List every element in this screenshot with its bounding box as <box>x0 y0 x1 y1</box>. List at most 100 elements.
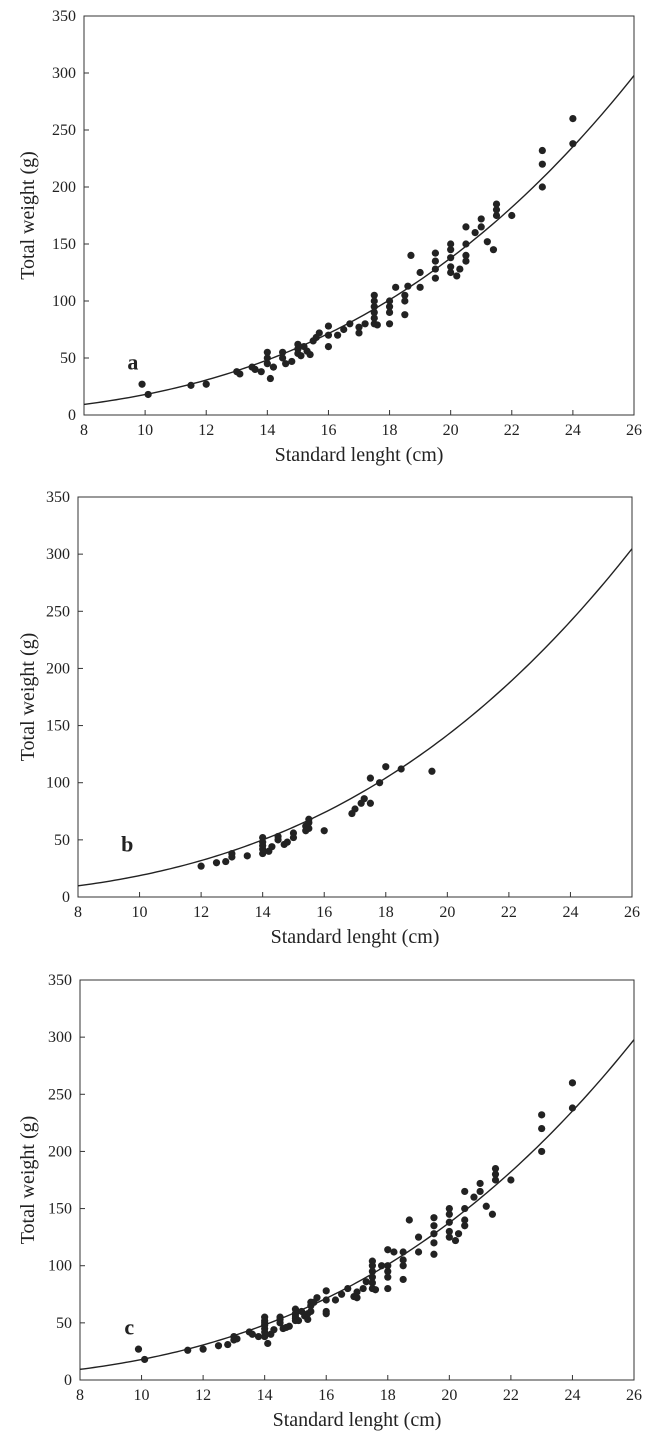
x-tick-label: 18 <box>380 1387 396 1404</box>
data-point <box>322 1296 330 1304</box>
data-point <box>346 320 354 328</box>
panel-c: 8 10 12 14 16 18 20 22 24 26 0 50 100 150 200 250 300 350… <box>17 972 642 1431</box>
data-point <box>355 323 363 331</box>
x-tick-label: 26 <box>626 422 642 439</box>
data-point <box>430 1250 438 1258</box>
data-point <box>279 348 287 356</box>
data-point <box>263 354 271 362</box>
data-point <box>370 297 378 305</box>
data-point <box>266 374 274 383</box>
data-point <box>428 767 436 775</box>
x-tick-label: 24 <box>564 1387 580 1404</box>
data-point <box>214 1342 223 1350</box>
data-point <box>385 308 394 316</box>
x-tick-label: 16 <box>316 904 332 921</box>
data-point <box>361 320 369 328</box>
data-point <box>447 268 455 277</box>
x-tick-label: 12 <box>193 904 209 921</box>
x-tick-label: 18 <box>378 904 394 921</box>
x-tick-label: 10 <box>137 422 153 439</box>
data-point <box>538 1147 546 1156</box>
data-point <box>416 268 424 277</box>
y-tick-label: 350 <box>46 489 70 506</box>
y-tick-label: 250 <box>48 1086 72 1103</box>
data-point <box>285 1322 293 1330</box>
data-point <box>324 331 333 339</box>
data-point <box>431 265 439 273</box>
data-point <box>270 1326 278 1334</box>
y-tick-label: 0 <box>62 889 70 906</box>
data-point <box>471 229 479 237</box>
y-tick-label: 50 <box>56 1315 72 1332</box>
data-point <box>384 1246 392 1254</box>
panel-letter: b <box>121 831 133 856</box>
data-point <box>405 1216 413 1224</box>
data-point <box>445 1204 453 1213</box>
x-tick-label: 26 <box>624 904 640 921</box>
data-point <box>477 215 485 223</box>
data-point <box>384 1262 392 1270</box>
data-point <box>134 1345 143 1353</box>
data-point <box>492 200 501 208</box>
data-point <box>461 1187 469 1196</box>
data-point <box>371 1286 380 1294</box>
data-point <box>334 331 342 339</box>
data-point <box>538 160 546 168</box>
y-tick-label: 200 <box>46 660 70 677</box>
x-tick-label: 26 <box>626 1387 642 1404</box>
data-point <box>370 314 378 322</box>
y-tick-label: 100 <box>46 775 70 792</box>
data-point <box>202 380 210 388</box>
data-point <box>306 350 314 359</box>
data-point <box>289 829 298 837</box>
x-tick-label: 10 <box>134 1387 150 1404</box>
data-point <box>384 1284 392 1293</box>
x-tick-label: 24 <box>565 422 581 439</box>
x-tick-label: 22 <box>503 1387 519 1404</box>
data-point <box>538 1111 546 1119</box>
data-point <box>508 211 516 220</box>
data-point <box>416 283 424 291</box>
data-point <box>414 1233 423 1241</box>
data-point <box>569 115 577 123</box>
data-point <box>491 1176 500 1184</box>
data-point <box>197 862 205 870</box>
y-tick-label: 0 <box>64 1372 72 1389</box>
data-point <box>461 1216 469 1224</box>
data-point <box>384 1267 392 1276</box>
data-point <box>288 357 296 366</box>
data-point <box>384 1273 392 1281</box>
data-point <box>324 322 333 330</box>
data-point <box>269 363 278 371</box>
data-point <box>268 843 276 851</box>
data-point <box>283 838 291 846</box>
data-point <box>385 303 394 311</box>
data-point <box>144 390 152 399</box>
data-point <box>236 370 244 378</box>
data-point <box>453 272 461 280</box>
data-point <box>399 1256 407 1264</box>
data-point <box>447 240 455 248</box>
data-point <box>141 1355 149 1364</box>
data-point <box>324 343 333 351</box>
data-point <box>401 311 409 319</box>
x-tick-label: 20 <box>441 1387 457 1404</box>
data-point <box>362 1278 370 1286</box>
y-tick-label: 50 <box>60 350 76 367</box>
y-tick-label: 150 <box>48 1201 72 1218</box>
data-point <box>431 249 439 257</box>
data-point <box>488 1210 497 1218</box>
x-tick-label: 20 <box>443 422 459 439</box>
data-point <box>184 1346 192 1354</box>
data-point <box>447 254 455 262</box>
x-tick-label: 24 <box>562 904 578 921</box>
data-point <box>451 1236 460 1245</box>
data-point <box>491 1164 500 1173</box>
data-point <box>368 1279 376 1287</box>
data-point <box>390 1248 398 1256</box>
data-point <box>538 1124 546 1133</box>
data-point <box>430 1222 438 1230</box>
data-point <box>399 1248 407 1256</box>
data-point <box>507 1176 515 1184</box>
data-point <box>447 246 455 254</box>
